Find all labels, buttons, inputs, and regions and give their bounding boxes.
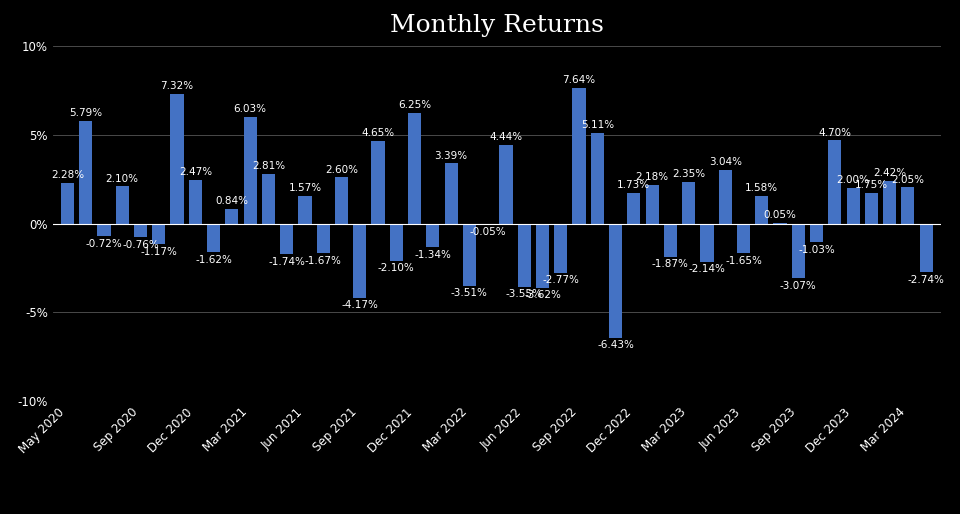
Text: 5.79%: 5.79% <box>69 108 103 118</box>
Text: -0.76%: -0.76% <box>122 240 158 250</box>
Bar <box>756 195 768 224</box>
Bar <box>590 133 604 224</box>
Bar <box>792 224 804 278</box>
Text: 7.32%: 7.32% <box>160 81 194 91</box>
Bar <box>663 224 677 257</box>
Text: 3.39%: 3.39% <box>435 151 468 161</box>
Bar <box>627 193 640 224</box>
Bar <box>609 224 622 338</box>
Text: 0.84%: 0.84% <box>215 196 249 206</box>
Text: -0.72%: -0.72% <box>85 239 122 249</box>
Text: 1.58%: 1.58% <box>745 183 779 193</box>
Text: -4.17%: -4.17% <box>342 300 378 310</box>
Text: 6.03%: 6.03% <box>233 104 267 114</box>
Text: -2.10%: -2.10% <box>378 264 415 273</box>
Text: -1.34%: -1.34% <box>415 250 451 260</box>
Bar <box>189 180 202 224</box>
Text: -3.51%: -3.51% <box>451 288 488 299</box>
Text: 1.57%: 1.57% <box>288 183 322 193</box>
Bar <box>645 185 659 224</box>
Text: 0.05%: 0.05% <box>763 210 797 220</box>
Text: -2.77%: -2.77% <box>542 276 579 285</box>
Bar <box>97 224 110 236</box>
Bar <box>171 94 183 224</box>
Bar <box>536 224 549 288</box>
Bar <box>60 183 74 224</box>
Text: 2.81%: 2.81% <box>252 161 285 171</box>
Text: -1.17%: -1.17% <box>140 247 178 257</box>
Text: -3.62%: -3.62% <box>524 290 561 301</box>
Text: 3.04%: 3.04% <box>708 157 742 167</box>
Bar <box>444 163 458 224</box>
Bar <box>115 187 129 224</box>
Bar <box>828 140 841 224</box>
Bar <box>901 187 915 224</box>
Text: 7.64%: 7.64% <box>563 76 595 85</box>
Bar <box>408 113 421 224</box>
Bar <box>244 117 256 224</box>
Text: 6.25%: 6.25% <box>398 100 431 110</box>
Text: 5.11%: 5.11% <box>581 120 613 131</box>
Bar <box>372 141 385 224</box>
Bar <box>883 181 897 224</box>
Bar <box>463 224 476 286</box>
Bar <box>701 224 713 262</box>
Text: 2.05%: 2.05% <box>892 175 924 185</box>
Text: -0.05%: -0.05% <box>469 227 506 237</box>
Bar <box>920 224 933 272</box>
Text: -1.62%: -1.62% <box>195 255 232 265</box>
Text: 2.00%: 2.00% <box>837 175 870 186</box>
Text: 1.73%: 1.73% <box>617 180 650 190</box>
Text: -1.65%: -1.65% <box>725 255 762 266</box>
Bar <box>572 88 586 224</box>
Bar <box>207 224 220 252</box>
Text: 4.65%: 4.65% <box>362 128 395 138</box>
Text: -2.14%: -2.14% <box>688 264 726 274</box>
Bar <box>682 182 695 224</box>
Bar <box>335 177 348 224</box>
Bar <box>134 224 147 237</box>
Bar <box>153 224 165 244</box>
Text: 4.44%: 4.44% <box>490 132 522 142</box>
Text: 2.42%: 2.42% <box>873 168 906 178</box>
Text: -1.67%: -1.67% <box>304 256 342 266</box>
Text: -3.55%: -3.55% <box>506 289 542 299</box>
Bar <box>280 224 293 254</box>
Text: 2.47%: 2.47% <box>179 167 212 177</box>
Text: -6.43%: -6.43% <box>597 340 634 350</box>
Bar <box>810 224 823 242</box>
Bar <box>737 224 750 253</box>
Bar <box>390 224 403 261</box>
Text: 2.60%: 2.60% <box>325 165 358 175</box>
Bar <box>865 193 878 224</box>
Text: -1.87%: -1.87% <box>652 260 689 269</box>
Text: 2.18%: 2.18% <box>636 172 669 182</box>
Bar <box>262 174 275 224</box>
Bar <box>226 209 238 224</box>
Title: Monthly Returns: Monthly Returns <box>390 14 604 38</box>
Text: 1.75%: 1.75% <box>854 180 888 190</box>
Text: -1.03%: -1.03% <box>798 245 835 254</box>
Text: -2.74%: -2.74% <box>908 275 945 285</box>
Bar <box>774 223 786 224</box>
Text: 2.10%: 2.10% <box>106 174 139 183</box>
Bar <box>317 224 330 253</box>
Bar <box>517 224 531 286</box>
Bar <box>353 224 367 298</box>
Text: 2.35%: 2.35% <box>672 169 706 179</box>
Bar <box>426 224 440 247</box>
Text: -3.07%: -3.07% <box>780 281 817 291</box>
Bar <box>481 224 494 225</box>
Text: -1.74%: -1.74% <box>268 257 305 267</box>
Bar <box>299 196 312 224</box>
Bar <box>79 121 92 224</box>
Bar <box>554 224 567 273</box>
Text: 2.28%: 2.28% <box>51 171 84 180</box>
Text: 4.70%: 4.70% <box>818 127 852 138</box>
Bar <box>719 170 732 224</box>
Bar <box>499 145 513 224</box>
Bar <box>847 188 859 224</box>
